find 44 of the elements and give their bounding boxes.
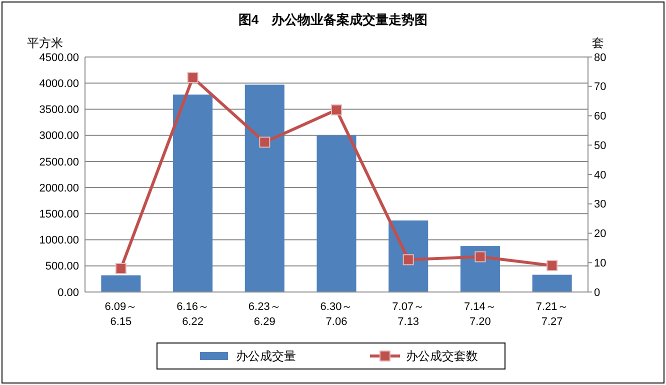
y2-tick-label: 50 [594, 140, 606, 152]
y-axis-title: 平方米 [27, 36, 63, 50]
y-tick-label: 1500.00 [39, 208, 79, 221]
bar [388, 220, 428, 292]
y2-tick-label: 20 [594, 228, 606, 240]
y-tick-label: 2000.00 [39, 182, 79, 194]
y2-tick-label: 10 [594, 257, 606, 270]
y-tick-label: 4500.00 [39, 52, 79, 64]
x-tick-label: 7.21～ 7.27 [536, 301, 568, 328]
y2-tick-label: 70 [594, 81, 606, 94]
point [115, 263, 126, 274]
bar [532, 274, 572, 292]
y-tick-label: 2500.00 [39, 156, 79, 168]
y-tick-label: 3500.00 [39, 104, 79, 116]
x-tick-label: 7.14～ 7.20 [464, 301, 496, 328]
legend-label: 办公成交量 [236, 349, 296, 364]
chart-title: 图4 办公物业备案成交量走势图 [238, 12, 428, 27]
bar [173, 94, 213, 292]
y2-tick-label: 30 [594, 198, 606, 211]
y-tick-label: 4000.00 [39, 78, 79, 90]
legend-label: 办公成交套数 [406, 349, 478, 364]
y2-tick-label: 80 [594, 52, 606, 64]
x-tick-label: 6.30～ 7.06 [320, 301, 353, 328]
y-tick-label: 0.00 [58, 286, 79, 299]
x-tick-label: 6.23～ 6.29 [248, 301, 281, 328]
point [546, 260, 558, 272]
y-tick-label: 500.00 [45, 260, 79, 273]
bar [101, 275, 141, 292]
x-tick-label: 6.09～ 6.15 [104, 301, 138, 328]
point [402, 254, 414, 266]
y2-tick-label: 40 [594, 169, 606, 182]
y2-tick-label: 0 [594, 286, 600, 299]
y-tick-label: 1000.00 [39, 234, 79, 247]
y-tick-label: 3000.00 [39, 130, 79, 142]
bar [244, 84, 284, 292]
bar [316, 135, 356, 292]
y2-tick-label: 60 [594, 110, 606, 123]
point [331, 104, 342, 116]
point [259, 136, 270, 148]
x-tick-label: 7.07～ 7.13 [392, 301, 425, 328]
x-tick-label: 6.16～ 6.22 [176, 301, 209, 328]
point [474, 251, 486, 262]
y2-axis-title: 套 [592, 36, 604, 50]
point [187, 72, 198, 84]
